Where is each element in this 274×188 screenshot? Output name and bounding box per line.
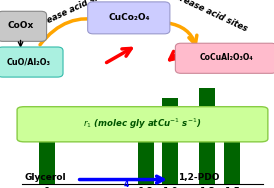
Bar <box>138 115 154 184</box>
Text: Glycerol: Glycerol <box>25 174 66 183</box>
Text: CuO/Al₂O₃: CuO/Al₂O₃ <box>7 57 51 66</box>
Text: $r_1$ (molec gly atCu$^{-1}$ s$^{-1}$): $r_1$ (molec gly atCu$^{-1}$ s$^{-1}$) <box>83 117 202 131</box>
Bar <box>39 136 55 184</box>
Bar <box>199 89 215 184</box>
Text: Decrease acid sites: Decrease acid sites <box>162 0 249 34</box>
Text: CoCuAl₂O₃O₄: CoCuAl₂O₃O₄ <box>199 53 253 62</box>
Text: CuCo₂O₄: CuCo₂O₄ <box>108 13 150 22</box>
FancyBboxPatch shape <box>17 107 268 142</box>
Text: 1,2-PDO: 1,2-PDO <box>178 174 219 183</box>
Text: Increase acid sites: Increase acid sites <box>30 0 113 33</box>
Text: CoOx: CoOx <box>7 21 34 30</box>
Text: 4: 4 <box>123 180 129 188</box>
Bar <box>162 98 178 184</box>
Bar <box>224 129 240 184</box>
